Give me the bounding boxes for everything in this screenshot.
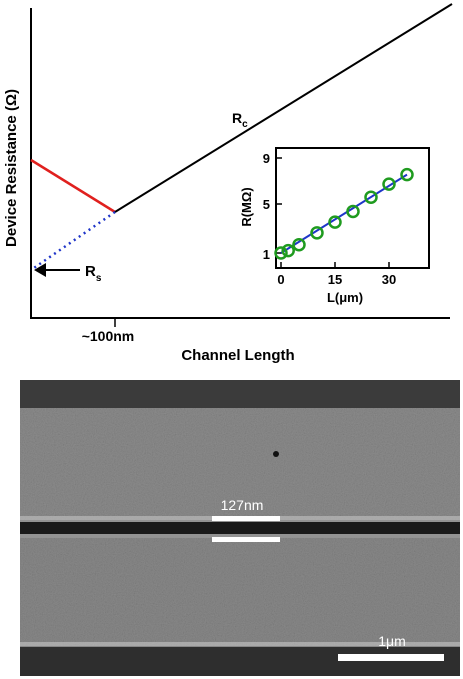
inset-data-point bbox=[281, 243, 295, 258]
long-channel-line bbox=[114, 3, 453, 213]
inset-xtick-label-0: 0 bbox=[277, 272, 284, 287]
inset-xtick-label-30: 30 bbox=[382, 272, 396, 287]
x-axis-label: Channel Length bbox=[181, 347, 294, 364]
sem-lower-edge bbox=[20, 642, 460, 647]
short-channel-line bbox=[30, 158, 116, 214]
scale-bar bbox=[338, 654, 444, 661]
y-axis-label: Device Resistance (Ω) bbox=[3, 89, 20, 247]
rc-label: Rc bbox=[232, 110, 248, 130]
inset-ytick-label-1: 1 bbox=[263, 247, 270, 262]
rs-label: Rs bbox=[85, 263, 102, 284]
main-chart: Device Resistance (Ω) Channel Length ~10… bbox=[3, 3, 453, 364]
sem-bottom-electrode bbox=[20, 538, 460, 646]
sem-image: 127nm 1μm bbox=[20, 380, 460, 676]
rc-label-sub: c bbox=[242, 119, 248, 130]
inset-xtick-label-15: 15 bbox=[328, 272, 342, 287]
rc-label-main: R bbox=[232, 110, 242, 126]
gap-marker-bottom bbox=[212, 537, 280, 542]
rs-label-main: R bbox=[85, 263, 96, 280]
gap-label: 127nm bbox=[221, 497, 264, 513]
inset-chart: 9 5 1 0 15 30 R(MΩ) L(μm) bbox=[239, 147, 430, 305]
inset-data-point bbox=[400, 167, 414, 182]
x-tick-label: ~100nm bbox=[82, 328, 135, 344]
inset-data-point bbox=[310, 226, 324, 240]
inset-data-point bbox=[346, 204, 360, 219]
inset-ytick-label-5: 5 bbox=[263, 197, 270, 212]
sem-particle bbox=[273, 451, 279, 457]
scale-bar-label: 1μm bbox=[378, 633, 406, 649]
inset-data-point bbox=[274, 246, 288, 260]
sem-top-electrode bbox=[20, 408, 460, 520]
inset-data-point bbox=[292, 237, 306, 252]
inset-x-label: L(μm) bbox=[327, 290, 363, 305]
inset-ytick-label-9: 9 bbox=[263, 151, 270, 166]
inset-data-point bbox=[382, 177, 396, 191]
sem-micrograph: 127nm 1μm bbox=[20, 380, 460, 676]
rs-arrow-head bbox=[34, 263, 46, 277]
inset-y-label: R(MΩ) bbox=[239, 187, 254, 226]
inset-data-point bbox=[364, 190, 378, 204]
rs-label-sub: s bbox=[96, 273, 102, 284]
extrapolation-dotted-line bbox=[30, 210, 116, 272]
gap-marker-top bbox=[212, 516, 280, 521]
inset-marks bbox=[274, 167, 414, 260]
sem-channel-gap bbox=[20, 522, 460, 534]
inset-data-point bbox=[328, 215, 342, 229]
